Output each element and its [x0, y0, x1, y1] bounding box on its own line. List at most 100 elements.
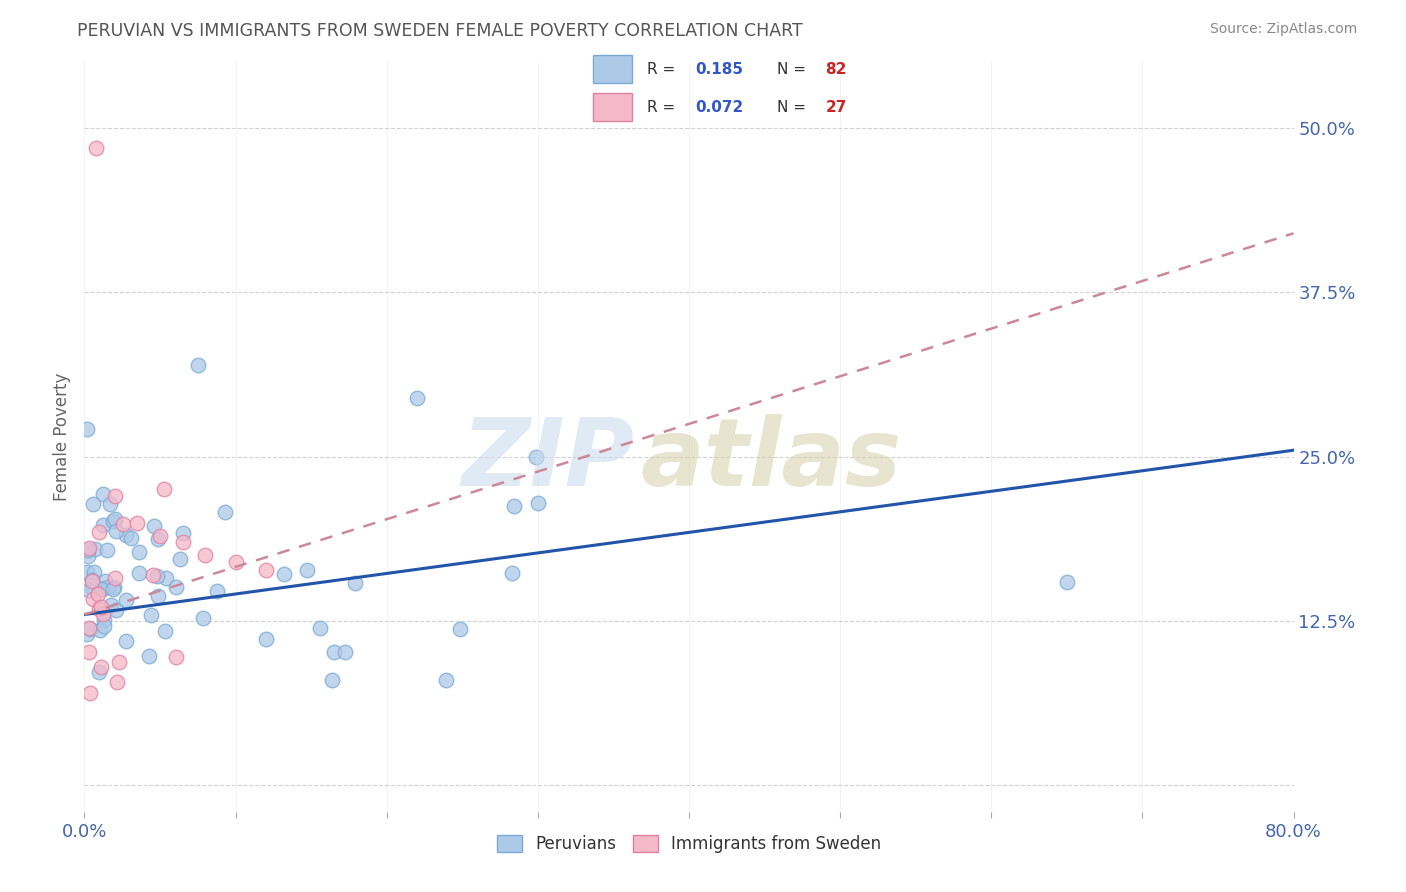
Point — [146, 569, 169, 583]
Point — [139, 608, 162, 623]
Point — [120, 531, 142, 545]
Point — [97, 580, 120, 594]
Point — [254, 563, 277, 577]
Text: R =: R = — [647, 62, 675, 77]
Point — [82, 496, 104, 510]
Point — [90, 582, 112, 596]
Point — [103, 514, 125, 528]
Point — [89, 601, 111, 615]
Text: 27: 27 — [825, 100, 846, 115]
Point — [80, 574, 103, 588]
Text: Source: ZipAtlas.com: Source: ZipAtlas.com — [1209, 22, 1357, 37]
Point — [1056, 574, 1078, 589]
Point — [155, 571, 177, 585]
Point — [149, 529, 172, 543]
Point — [524, 450, 547, 464]
Point — [100, 598, 122, 612]
Point — [127, 516, 149, 530]
Text: atlas: atlas — [641, 414, 901, 506]
Point — [169, 552, 191, 566]
FancyBboxPatch shape — [592, 94, 631, 121]
Y-axis label: Female Poverty: Female Poverty — [53, 373, 72, 501]
Point — [153, 482, 176, 496]
Point — [77, 582, 100, 597]
Point — [91, 517, 114, 532]
Point — [104, 512, 127, 526]
Point — [76, 422, 98, 436]
Point — [98, 497, 121, 511]
Point — [501, 566, 523, 580]
Point — [273, 566, 295, 581]
Point — [80, 573, 103, 587]
Point — [502, 500, 524, 514]
Point — [406, 391, 429, 405]
Point — [89, 624, 111, 638]
Point — [91, 607, 114, 621]
Point — [128, 545, 150, 559]
Point — [114, 633, 136, 648]
Point — [142, 568, 165, 582]
Point — [91, 487, 114, 501]
Point — [104, 524, 127, 539]
Point — [93, 618, 115, 632]
Point — [103, 571, 125, 585]
Point — [90, 660, 112, 674]
Point — [148, 532, 170, 546]
Text: 0.072: 0.072 — [696, 100, 744, 115]
Point — [142, 519, 165, 533]
Point — [172, 535, 194, 549]
Point — [83, 542, 105, 557]
Point — [87, 525, 110, 540]
Point — [83, 565, 105, 579]
Point — [76, 627, 98, 641]
Point — [214, 505, 236, 519]
Point — [86, 587, 108, 601]
Point — [82, 592, 104, 607]
Point — [295, 563, 318, 577]
Point — [115, 593, 138, 607]
Text: R =: R = — [647, 100, 675, 115]
Point — [155, 624, 177, 638]
Point — [128, 566, 150, 580]
Point — [138, 648, 160, 663]
Text: N =: N = — [778, 100, 806, 115]
Point — [103, 582, 125, 596]
Point — [105, 603, 128, 617]
Point — [77, 541, 100, 556]
Legend: Peruvians, Immigrants from Sweden: Peruvians, Immigrants from Sweden — [491, 828, 887, 860]
Point — [93, 613, 115, 627]
Point — [76, 565, 98, 579]
Point — [321, 673, 343, 688]
Point — [194, 549, 217, 563]
Point — [77, 549, 100, 563]
Point — [104, 489, 127, 503]
Text: 0.185: 0.185 — [696, 62, 744, 77]
Point — [77, 645, 100, 659]
Point — [207, 583, 229, 598]
Point — [308, 621, 330, 635]
Text: N =: N = — [778, 62, 806, 77]
Point — [82, 582, 104, 596]
Point — [172, 526, 194, 541]
Point — [108, 656, 131, 670]
Point — [323, 645, 346, 659]
Point — [187, 358, 209, 372]
Point — [254, 632, 277, 646]
Point — [90, 599, 112, 614]
Point — [76, 543, 98, 558]
Point — [165, 580, 187, 594]
Point — [105, 674, 128, 689]
FancyBboxPatch shape — [592, 55, 631, 83]
Point — [527, 496, 550, 510]
Point — [79, 686, 101, 700]
Point — [96, 542, 118, 557]
Point — [434, 673, 457, 688]
Point — [79, 622, 101, 636]
Point — [103, 580, 125, 594]
Text: PERUVIAN VS IMMIGRANTS FROM SWEDEN FEMALE POVERTY CORRELATION CHART: PERUVIAN VS IMMIGRANTS FROM SWEDEN FEMAL… — [77, 22, 803, 40]
Text: 82: 82 — [825, 62, 846, 77]
Point — [115, 528, 138, 542]
Point — [146, 589, 169, 603]
Point — [90, 582, 112, 596]
Point — [333, 645, 356, 659]
